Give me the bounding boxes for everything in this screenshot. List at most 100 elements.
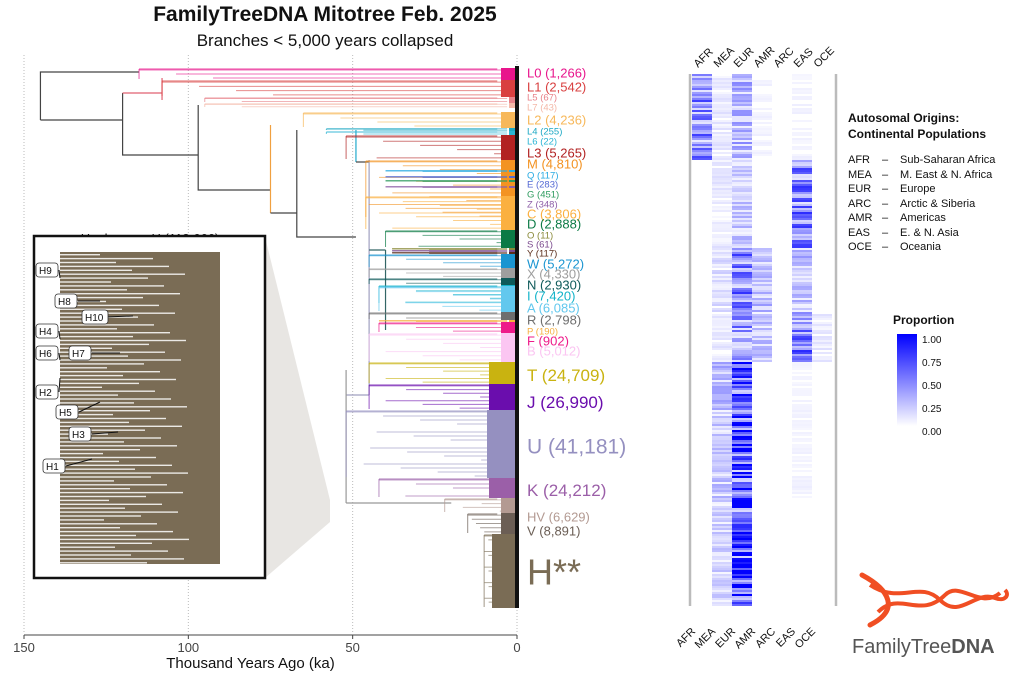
haplogroup-label-H**: H** (527, 552, 581, 593)
heatmap-cell (712, 440, 732, 442)
heatmap-cell (732, 424, 752, 426)
heatmap-cell (692, 92, 712, 94)
heatmap-cell (732, 176, 752, 178)
heatmap-cell (792, 348, 812, 350)
heatmap-cell (692, 102, 712, 104)
heatmap-cell (692, 118, 712, 120)
heatmap-cell (792, 412, 812, 414)
heatmap-cell (712, 466, 732, 468)
inset-branch-gap (60, 421, 129, 424)
inset-branch-gap (60, 351, 165, 353)
heatmap-cell (792, 400, 812, 402)
clade-block-L3 (501, 135, 517, 160)
heatmap-cell (792, 200, 812, 202)
heatmap-cell (792, 440, 812, 442)
heatmap-cell (712, 476, 732, 478)
heatmap-cell (732, 334, 752, 336)
heatmap-cell (692, 84, 712, 86)
colorbar-tick-label: 0.00 (922, 427, 942, 438)
heatmap-cell (712, 468, 732, 470)
heatmap-cell (692, 78, 712, 80)
heatmap-cell (792, 202, 812, 204)
heatmap-cell (732, 356, 752, 358)
inset-label-box (55, 404, 79, 420)
inset-branch-gap (60, 378, 176, 381)
heatmap-cell (792, 432, 812, 434)
haplogroup-label-C: C (3,806) (527, 207, 581, 222)
heatmap-cell (752, 334, 772, 336)
heatmap-cell (732, 220, 752, 222)
legend-dash: – (882, 241, 889, 253)
heatmap-cell (712, 388, 732, 390)
clade-block-L0 (501, 68, 517, 80)
haplogroup-label-L3: L3 (5,265) (527, 146, 586, 161)
heatmap-cell (712, 310, 732, 312)
inset-branch-gap (60, 437, 161, 439)
heatmap-cell (712, 246, 732, 248)
legend-code: OCE (848, 241, 872, 253)
heatmap-cell (732, 508, 752, 510)
heatmap-cell (712, 328, 732, 330)
heatmap-cell (752, 264, 772, 266)
inset-branch-gap (60, 546, 115, 548)
inset-branch-gap (60, 339, 186, 342)
heatmap-cell (752, 126, 772, 128)
heatmap-cell (732, 110, 752, 112)
heatmap-cell (712, 270, 732, 272)
heatmap-cell (792, 448, 812, 450)
heatmap-cell (692, 74, 712, 76)
heatmap-cell (732, 188, 752, 190)
inset-branch-gap (60, 261, 116, 264)
haplogroup-label-X: X (4,330) (527, 267, 580, 282)
heatmap-cell (712, 428, 732, 430)
heatmap-cell (712, 450, 732, 452)
heatmap-cell (732, 538, 752, 540)
heatmap-cell (732, 368, 752, 370)
heatmap-cell (712, 178, 732, 180)
heatmap-cell (712, 534, 732, 536)
heatmap-cell (692, 138, 712, 140)
heatmap-cell (812, 326, 832, 328)
heatmap-cell (792, 336, 812, 338)
inset-label-H9: H9 (35, 262, 59, 278)
heatmap-cell (792, 172, 812, 174)
heatmap-cell (712, 316, 732, 318)
heatmap-cell (792, 258, 812, 260)
heatmap-cell (712, 172, 732, 174)
heatmap-cell (712, 530, 732, 532)
heatmap-cell (752, 260, 772, 262)
heatmap-cell (732, 156, 752, 158)
heatmap-cell (792, 142, 812, 144)
heatmap-cell (732, 382, 752, 384)
heatmap-cell (732, 186, 752, 188)
heatmap-cell (812, 318, 832, 320)
heatmap-cell (732, 276, 752, 278)
heatmap-cell (712, 88, 732, 90)
inset-zoom-wedge (265, 237, 330, 578)
heatmap-cell (712, 528, 732, 530)
heatmap-cell (712, 182, 732, 184)
heatmap-cell (732, 324, 752, 326)
heatmap-cell (732, 90, 752, 92)
heatmap-cell (692, 98, 712, 100)
inset-label-text: H8 (58, 297, 71, 308)
heatmap-cell (732, 466, 752, 468)
heatmap-cell (752, 112, 772, 114)
heatmap-cell (692, 124, 712, 126)
heatmap-cell (792, 322, 812, 324)
heatmap-cell (712, 176, 732, 178)
legend-item-eas: EAS – E. & N. Asia (848, 226, 995, 241)
heatmap-cell (792, 296, 812, 298)
heatmap-cell (792, 464, 812, 466)
heatmap-cell (752, 248, 772, 250)
heatmap-cell (732, 400, 752, 402)
heatmap-cell (792, 438, 812, 440)
legend-name: Oceania (900, 241, 941, 253)
heatmap-cell (712, 538, 732, 540)
heatmap-cell (732, 520, 752, 522)
heatmap-cell (792, 444, 812, 446)
inset-branch-gap (60, 452, 103, 455)
heatmap-cell (712, 548, 732, 550)
heatmap-cell (732, 160, 752, 162)
clade-block-K (489, 478, 517, 498)
